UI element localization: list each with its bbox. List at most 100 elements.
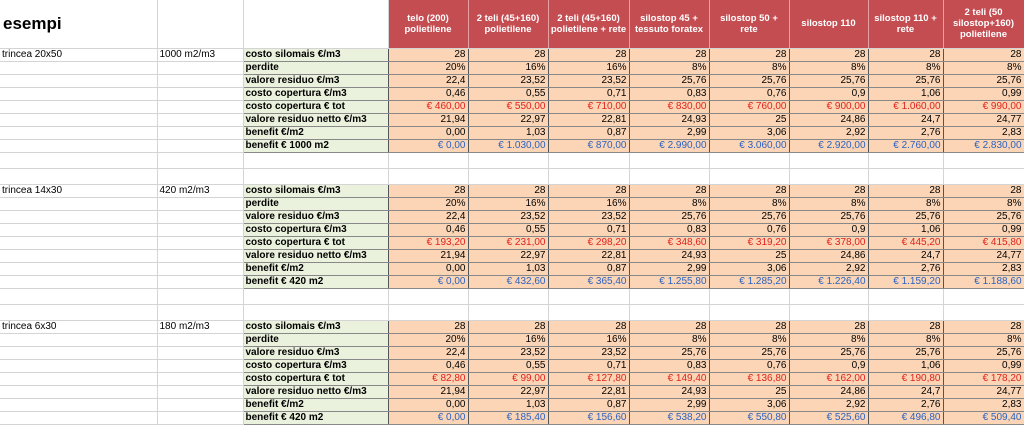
- value-cell[interactable]: € 415,80: [943, 236, 1024, 250]
- value-cell[interactable]: € 185,40: [468, 411, 549, 425]
- value-cell[interactable]: 28: [709, 47, 790, 62]
- empty-cell[interactable]: [243, 152, 389, 169]
- value-cell[interactable]: 28: [789, 47, 869, 62]
- value-cell[interactable]: € 178,20: [943, 372, 1024, 386]
- section-volume-cell[interactable]: [157, 346, 244, 360]
- row-label-cell[interactable]: costo copertura € tot: [243, 372, 389, 386]
- value-cell[interactable]: € 2.990,00: [629, 139, 710, 153]
- value-cell[interactable]: 21,94: [388, 113, 469, 127]
- section-name-cell[interactable]: [0, 197, 158, 211]
- empty-cell[interactable]: [868, 168, 944, 185]
- section-name-cell[interactable]: [0, 372, 158, 386]
- value-cell[interactable]: € 1.030,00: [468, 139, 549, 153]
- value-cell[interactable]: € 156,60: [548, 411, 630, 425]
- section-name-cell[interactable]: trincea 14x30: [0, 184, 158, 198]
- value-cell[interactable]: € 378,00: [789, 236, 869, 250]
- value-cell[interactable]: 0,87: [548, 126, 630, 140]
- value-cell[interactable]: 25: [709, 113, 790, 127]
- empty-cell[interactable]: [629, 288, 710, 305]
- section-name-cell[interactable]: [0, 61, 158, 75]
- empty-cell[interactable]: [243, 0, 389, 49]
- section-volume-cell[interactable]: [157, 61, 244, 75]
- value-cell[interactable]: 24,93: [629, 249, 710, 263]
- value-cell[interactable]: 2,99: [629, 126, 710, 140]
- value-cell[interactable]: € 445,20: [868, 236, 944, 250]
- section-volume-cell[interactable]: [157, 100, 244, 114]
- empty-cell[interactable]: [468, 304, 549, 321]
- value-cell[interactable]: 25,76: [868, 346, 944, 360]
- value-cell[interactable]: 0,87: [548, 262, 630, 276]
- value-cell[interactable]: 25,76: [789, 346, 869, 360]
- value-cell[interactable]: € 0,00: [388, 275, 469, 289]
- value-cell[interactable]: 2,76: [868, 262, 944, 276]
- empty-cell[interactable]: [157, 288, 244, 305]
- value-cell[interactable]: 3,06: [709, 398, 790, 412]
- value-cell[interactable]: 23,52: [548, 210, 630, 224]
- column-header[interactable]: 2 teli (45+160) polietilene + rete: [548, 0, 630, 49]
- value-cell[interactable]: 8%: [943, 61, 1024, 75]
- section-name-cell[interactable]: [0, 210, 158, 224]
- value-cell[interactable]: € 365,40: [548, 275, 630, 289]
- empty-cell[interactable]: [709, 168, 790, 185]
- empty-cell[interactable]: [157, 304, 244, 321]
- value-cell[interactable]: 25,76: [943, 210, 1024, 224]
- value-cell[interactable]: 28: [943, 183, 1024, 198]
- value-cell[interactable]: € 2.920,00: [789, 139, 869, 153]
- section-volume-cell[interactable]: 1000 m2/m3: [157, 48, 244, 62]
- row-label-cell[interactable]: costo silomais €/m3: [243, 319, 389, 334]
- section-name-cell[interactable]: [0, 385, 158, 399]
- value-cell[interactable]: 24,86: [789, 113, 869, 127]
- value-cell[interactable]: 22,4: [388, 210, 469, 224]
- value-cell[interactable]: 20%: [388, 61, 469, 75]
- value-cell[interactable]: € 432,60: [468, 275, 549, 289]
- value-cell[interactable]: € 82,80: [388, 372, 469, 386]
- empty-cell[interactable]: [548, 304, 630, 321]
- value-cell[interactable]: 0,71: [548, 359, 630, 373]
- value-cell[interactable]: 8%: [789, 61, 869, 75]
- value-cell[interactable]: 22,97: [468, 385, 549, 399]
- empty-cell[interactable]: [388, 304, 469, 321]
- row-label-cell[interactable]: valore residuo netto €/m3: [243, 385, 389, 399]
- value-cell[interactable]: 21,94: [388, 385, 469, 399]
- value-cell[interactable]: 8%: [868, 61, 944, 75]
- sheet-title[interactable]: esempi: [0, 0, 158, 49]
- value-cell[interactable]: 8%: [789, 197, 869, 211]
- value-cell[interactable]: 23,52: [468, 346, 549, 360]
- value-cell[interactable]: 0,46: [388, 359, 469, 373]
- section-name-cell[interactable]: [0, 346, 158, 360]
- value-cell[interactable]: 25,76: [789, 74, 869, 88]
- value-cell[interactable]: € 990,00: [943, 100, 1024, 114]
- row-label-cell[interactable]: costo silomais €/m3: [243, 47, 389, 62]
- value-cell[interactable]: € 509,40: [943, 411, 1024, 425]
- section-volume-cell[interactable]: [157, 223, 244, 237]
- value-cell[interactable]: 28: [468, 319, 549, 334]
- value-cell[interactable]: 28: [548, 47, 630, 62]
- value-cell[interactable]: 2,99: [629, 262, 710, 276]
- value-cell[interactable]: 28: [709, 319, 790, 334]
- value-cell[interactable]: € 0,00: [388, 411, 469, 425]
- row-label-cell[interactable]: benefit € 420 m2: [243, 275, 389, 289]
- value-cell[interactable]: € 550,00: [468, 100, 549, 114]
- row-label-cell[interactable]: valore residuo €/m3: [243, 210, 389, 224]
- value-cell[interactable]: 28: [388, 47, 469, 62]
- value-cell[interactable]: 24,77: [943, 249, 1024, 263]
- value-cell[interactable]: 20%: [388, 333, 469, 347]
- value-cell[interactable]: 1,03: [468, 398, 549, 412]
- value-cell[interactable]: 25,76: [789, 210, 869, 224]
- empty-cell[interactable]: [709, 152, 790, 169]
- row-label-cell[interactable]: benefit €/m2: [243, 398, 389, 412]
- value-cell[interactable]: € 525,60: [789, 411, 869, 425]
- value-cell[interactable]: € 710,00: [548, 100, 630, 114]
- section-name-cell[interactable]: [0, 113, 158, 127]
- value-cell[interactable]: 28: [943, 47, 1024, 62]
- section-name-cell[interactable]: [0, 139, 158, 153]
- value-cell[interactable]: 21,94: [388, 249, 469, 263]
- empty-cell[interactable]: [629, 304, 710, 321]
- section-name-cell[interactable]: [0, 223, 158, 237]
- value-cell[interactable]: 22,4: [388, 74, 469, 88]
- empty-cell[interactable]: [0, 152, 158, 169]
- value-cell[interactable]: 24,93: [629, 113, 710, 127]
- value-cell[interactable]: 24,77: [943, 113, 1024, 127]
- empty-cell[interactable]: [789, 168, 869, 185]
- empty-cell[interactable]: [243, 304, 389, 321]
